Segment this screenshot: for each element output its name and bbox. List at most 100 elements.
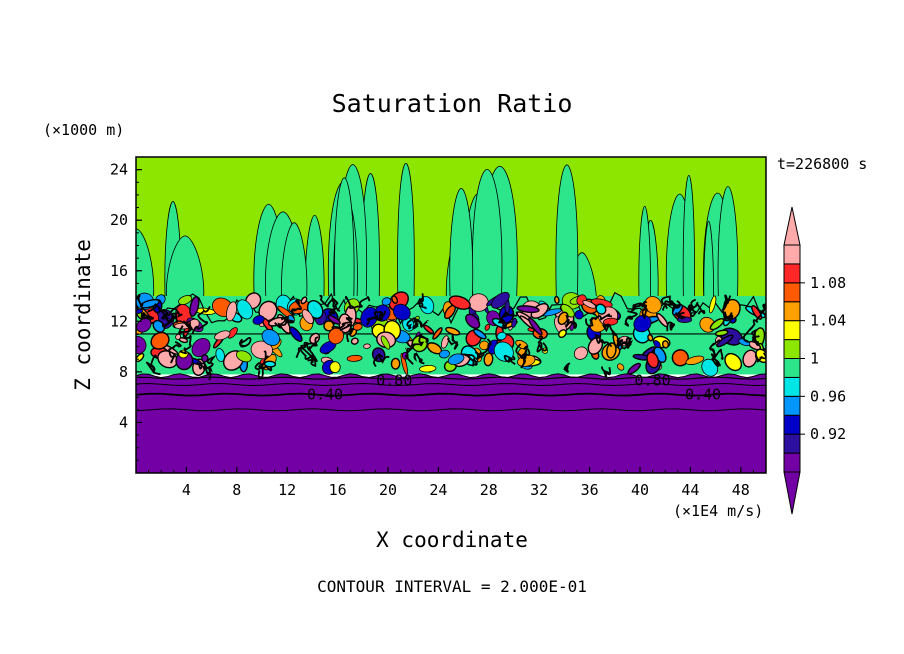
turbulent-contour xyxy=(602,323,617,337)
turbulent-contour xyxy=(202,354,217,373)
turbulent-cell xyxy=(574,310,584,320)
colorbar: 0.92 0.96 1 1.04 1.08 xyxy=(783,206,846,515)
turbulent-cell xyxy=(742,349,758,368)
turbulent-cell xyxy=(201,354,209,363)
turbulent-contour xyxy=(274,316,295,329)
turbulent-contour xyxy=(751,329,760,347)
turbulent-cell xyxy=(439,349,450,359)
y-tick-label: 16 xyxy=(110,262,128,280)
contour-lines xyxy=(136,293,766,412)
saturation-field xyxy=(136,157,766,473)
plot-area: 0.40 0.400.80 0.80 4 8 12 16 20 24 28 32 36 40 44 48 … xyxy=(110,156,767,499)
y-tick-label: 12 xyxy=(110,312,128,330)
turbulent-cell xyxy=(511,317,517,328)
colorbar-swatch xyxy=(783,395,801,416)
turbulent-contour xyxy=(503,354,516,365)
turbulent-cell xyxy=(491,291,510,309)
moist-streak xyxy=(703,220,714,310)
x-tick-label: 28 xyxy=(480,481,498,499)
turbulent-contour xyxy=(196,362,212,381)
turbulent-cell xyxy=(479,340,490,351)
turbulent-cell xyxy=(289,326,303,342)
turbulent-contour xyxy=(290,299,302,316)
turbulent-contour xyxy=(499,311,518,323)
turbulent-contour xyxy=(519,345,528,369)
x-tick-label: 12 xyxy=(278,481,296,499)
turbulent-cell xyxy=(191,337,211,358)
turbulent-cell xyxy=(603,317,619,326)
x-tick-label: 32 xyxy=(530,481,548,499)
turbulent-cell xyxy=(175,333,181,340)
colorbar-tick-label: 0.96 xyxy=(810,387,846,405)
turbulent-contour xyxy=(630,302,642,313)
turbulent-cell xyxy=(363,343,371,349)
turbulent-contour xyxy=(405,343,416,365)
turbulent-contour xyxy=(145,354,161,376)
turbulent-contour xyxy=(675,311,686,320)
turbulent-contour xyxy=(447,333,459,350)
colorbar-swatch xyxy=(783,414,801,435)
moist-streak xyxy=(638,205,651,310)
turbulent-cell xyxy=(423,324,435,335)
turbulent-contour xyxy=(300,341,314,359)
turbulent-cell xyxy=(445,326,461,336)
turbulent-cell xyxy=(447,353,465,365)
turbulent-cell xyxy=(360,306,378,328)
colorbar-swatch xyxy=(783,433,801,454)
time-label: t=226800 s xyxy=(777,155,867,173)
turbulent-cell xyxy=(392,303,411,321)
turbulent-cell xyxy=(189,295,200,317)
x-axis: 4 8 12 16 20 24 28 32 36 40 44 48 xyxy=(148,467,754,499)
x-axis-title: X coordinate xyxy=(376,528,528,552)
turbulent-cell xyxy=(352,323,363,331)
turbulent-cell xyxy=(136,308,144,314)
turbulent-cell xyxy=(235,350,252,363)
y-tick-label: 4 xyxy=(119,413,128,431)
turbulent-contour xyxy=(140,311,155,321)
turbulent-cell xyxy=(685,355,705,365)
colorbar-swatch xyxy=(783,452,801,473)
turbulent-cell xyxy=(328,327,344,345)
turbulent-contour xyxy=(147,303,169,320)
turbulent-cell xyxy=(709,295,717,314)
moist-streak xyxy=(281,222,308,310)
turbulent-cell xyxy=(139,298,160,309)
turbulent-cell xyxy=(250,340,274,360)
contour-value-label: 0.40 xyxy=(685,386,721,404)
turbulent-cell xyxy=(647,334,654,342)
turbulent-cell xyxy=(516,305,540,314)
turbulent-cell xyxy=(627,362,641,375)
turbulent-contour xyxy=(601,365,612,379)
turbulent-cell xyxy=(261,329,281,346)
turbulent-cell xyxy=(465,313,481,330)
turbulent-cell xyxy=(448,295,471,310)
turbulent-cell xyxy=(346,354,363,362)
turbulent-contour xyxy=(690,298,706,315)
turbulent-cell xyxy=(236,299,253,320)
colorbar-swatch xyxy=(783,244,801,265)
turbulent-cell xyxy=(530,302,549,319)
colorbar-tick-label: 0.92 xyxy=(810,425,846,443)
turbulent-contour xyxy=(238,336,252,348)
turbulent-cell xyxy=(400,353,408,375)
turbulent-contour xyxy=(756,352,766,363)
turbulent-cell xyxy=(150,331,170,350)
moist-streak xyxy=(334,177,355,310)
turbulent-cell xyxy=(724,352,743,372)
turbulent-cell xyxy=(671,349,689,367)
turbulent-contour xyxy=(759,303,766,315)
turbulent-contour xyxy=(722,311,734,322)
moist-streak xyxy=(555,164,579,310)
turbulent-cell xyxy=(350,337,359,345)
turbulent-contour xyxy=(585,313,613,327)
turbulent-contour xyxy=(344,295,371,310)
moist-streak xyxy=(682,174,695,310)
turbulent-cell xyxy=(227,327,238,339)
colorbar-swatch xyxy=(783,301,801,322)
turbulent-cell xyxy=(301,309,314,324)
contour-value-label: 0.80 xyxy=(635,372,671,390)
y-axis-title: Z coordinate xyxy=(71,239,95,391)
colorbar-swatch xyxy=(783,358,801,378)
turbulent-cell xyxy=(633,314,652,333)
contour-line xyxy=(136,383,766,387)
